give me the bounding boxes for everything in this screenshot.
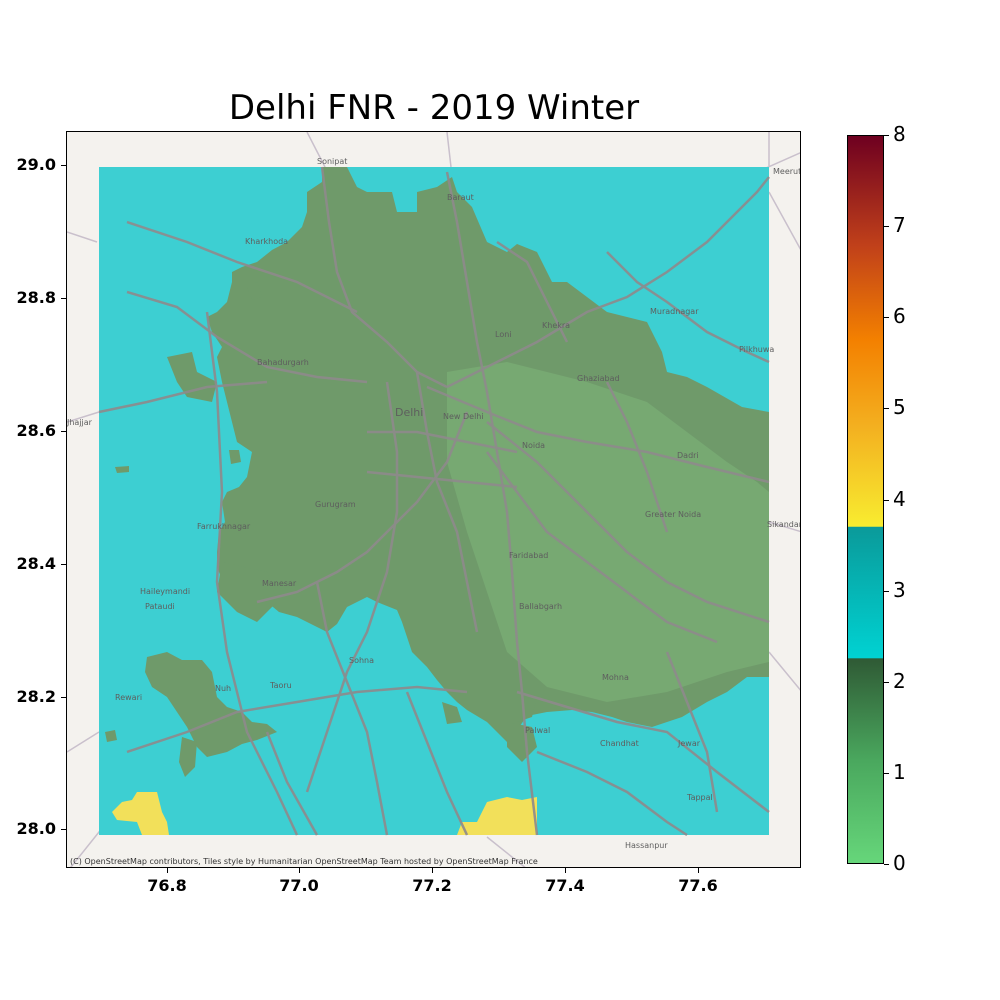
y-tick-mark: [61, 697, 66, 698]
place-label: Haileymandi: [140, 587, 190, 596]
place-label: Baraut: [447, 193, 474, 202]
place-label: Chandhat: [600, 739, 639, 748]
colorbar-tick-label: 1: [893, 760, 906, 784]
y-tick-label: 29.0: [16, 155, 56, 174]
colorbar-tick-mark: [884, 408, 889, 409]
fnr-region-green-fragment: [217, 562, 277, 622]
y-tick-label: 28.4: [16, 554, 56, 573]
place-label: Noida: [522, 441, 545, 450]
y-tick-label: 28.6: [16, 421, 56, 440]
colorbar-tick-label: 2: [893, 669, 906, 693]
map-title: Delhi FNR - 2019 Winter: [228, 88, 640, 128]
colorbar-tick-mark: [884, 317, 889, 318]
x-tick-mark: [432, 868, 433, 873]
y-tick-mark: [61, 431, 66, 432]
x-tick-label: 77.0: [279, 876, 319, 895]
place-label: Delhi: [395, 406, 423, 419]
y-tick-mark: [61, 165, 66, 166]
place-label: Kharkhoda: [245, 237, 288, 246]
colorbar-tick-mark: [884, 591, 889, 592]
x-tick-mark: [299, 868, 300, 873]
y-tick-mark: [61, 298, 66, 299]
colorbar-tick-mark: [884, 682, 889, 683]
place-label: Jhajjar: [67, 418, 93, 427]
y-tick-label: 28.2: [16, 687, 56, 706]
place-label: Pilkhuwa: [739, 345, 774, 354]
place-label: Bahadurgarh: [257, 358, 309, 367]
place-label: Sikandarabad: [767, 520, 801, 529]
fnr-region-green-fragment: [507, 722, 537, 762]
colorbar-tick-mark: [884, 135, 889, 136]
fnr-region-green-fragment: [229, 450, 241, 464]
fnr-region-green-fragment: [115, 466, 129, 473]
x-tick-label: 76.8: [147, 876, 187, 895]
place-label: Hassanpur: [625, 841, 668, 850]
colorbar-tick-label: 3: [893, 578, 906, 602]
map-canvas: Sonipat Meerut Kharkhoda Baraut Khekra L…: [67, 132, 801, 867]
place-label: Ghaziabad: [577, 374, 620, 383]
place-label: Tappal: [686, 793, 713, 802]
colorbar-tick-label: 5: [893, 395, 906, 419]
place-label: Khekra: [542, 321, 570, 330]
x-tick-label: 77.4: [545, 876, 585, 895]
fnr-region-green-fragment: [442, 702, 462, 724]
place-label: Rewari: [115, 693, 142, 702]
colorbar-tick-mark: [884, 773, 889, 774]
y-tick-label: 28.0: [16, 819, 56, 838]
colorbar-tick-mark: [884, 864, 889, 865]
place-label: New Delhi: [443, 412, 484, 421]
place-label: Taoru: [269, 681, 292, 690]
colorbar-tick-mark: [884, 500, 889, 501]
y-tick-label: 28.8: [16, 288, 56, 307]
colorbar-tick-label: 8: [893, 122, 906, 146]
place-label: Mohna: [602, 673, 629, 682]
place-label: Faridabad: [509, 551, 548, 560]
fnr-region-yellow: [112, 792, 169, 835]
map-axes[interactable]: Sonipat Meerut Kharkhoda Baraut Khekra L…: [66, 131, 801, 868]
y-tick-mark: [61, 564, 66, 565]
fnr-region-green-fragment: [167, 352, 217, 402]
x-tick-label: 77.6: [678, 876, 718, 895]
basemap-roads: [98, 166, 770, 837]
place-label: Sohna: [349, 656, 374, 665]
place-label: Palwal: [525, 726, 550, 735]
place-labels: Sonipat Meerut Kharkhoda Baraut Khekra L…: [67, 157, 801, 850]
colorbar-tick-label: 4: [893, 487, 906, 511]
place-label: Nuh: [215, 684, 231, 693]
fnr-region-yellow: [457, 797, 537, 835]
fnr-region-green-fragment: [105, 730, 117, 742]
colorbar-tick-label: 0: [893, 851, 906, 875]
x-tick-label: 77.2: [412, 876, 452, 895]
place-label: Ballabgarh: [519, 602, 562, 611]
place-label: Manesar: [262, 579, 297, 588]
colorbar-tick-label: 6: [893, 304, 906, 328]
place-label: Dadri: [677, 451, 699, 460]
colorbar-tick-label: 7: [893, 213, 906, 237]
colorbar: [847, 135, 884, 864]
place-label: Jewar: [677, 739, 701, 748]
colorbar-tick-mark: [884, 226, 889, 227]
x-tick-mark: [698, 868, 699, 873]
place-label: Muradnagar: [650, 307, 699, 316]
place-label: Loni: [495, 330, 512, 339]
place-label: Pataudi: [145, 602, 175, 611]
x-tick-mark: [565, 868, 566, 873]
place-label: Meerut: [773, 167, 801, 176]
map-attribution: (C) OpenStreetMap contributors, Tiles st…: [70, 857, 538, 866]
place-label: Sonipat: [317, 157, 347, 166]
fnr-region-green-fragment: [247, 282, 262, 300]
fnr-region-green-fragment: [179, 737, 197, 777]
fnr-region-green-sw: [145, 652, 277, 757]
x-tick-mark: [167, 868, 168, 873]
place-label: Farrukhnagar: [197, 522, 251, 531]
y-tick-mark: [61, 829, 66, 830]
place-label: Gurugram: [315, 500, 356, 509]
place-label: Greater Noida: [645, 510, 701, 519]
